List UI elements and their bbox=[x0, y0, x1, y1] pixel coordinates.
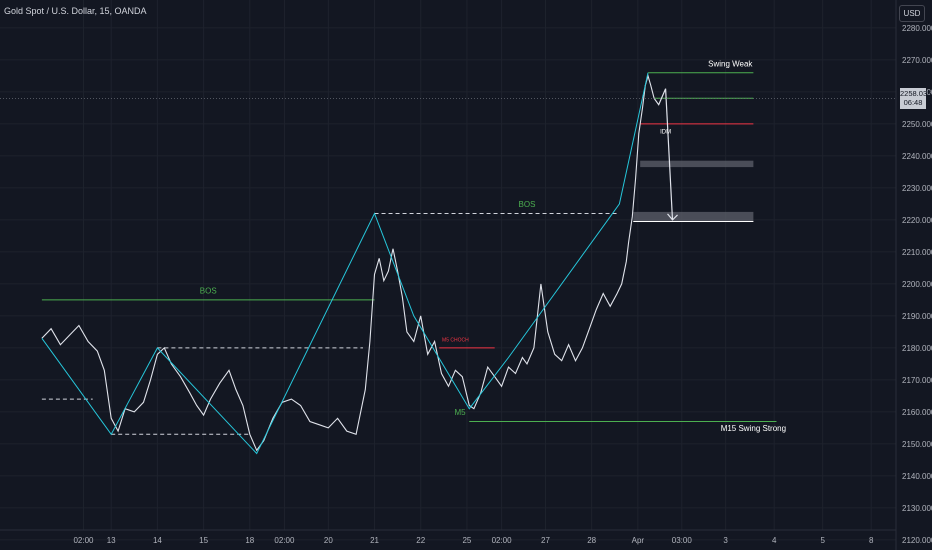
y-tick-label: 2270.000 bbox=[902, 56, 932, 65]
y-tick-label: 2140.000 bbox=[902, 472, 932, 481]
annotation-label: IDM bbox=[660, 130, 671, 136]
zone-box bbox=[633, 212, 753, 222]
x-tick-label: 28 bbox=[587, 536, 596, 545]
price-line bbox=[42, 76, 654, 450]
y-tick-label: 2120.000 bbox=[902, 536, 932, 545]
annotation-label: BOS bbox=[200, 287, 217, 296]
x-tick-label: 18 bbox=[245, 536, 254, 545]
x-tick-label: 21 bbox=[370, 536, 379, 545]
y-tick-label: 2180.000 bbox=[902, 344, 932, 353]
swing-zigzag bbox=[42, 73, 648, 454]
bar-countdown: 06:48 bbox=[900, 98, 926, 107]
x-tick-label: 3 bbox=[723, 536, 728, 545]
annotation-label: BOS bbox=[519, 200, 536, 209]
y-tick-label: 2160.000 bbox=[902, 408, 932, 417]
y-tick-label: 2150.000 bbox=[902, 440, 932, 449]
projection-path bbox=[654, 89, 672, 220]
x-tick-label: 4 bbox=[772, 536, 777, 545]
x-tick-label: 5 bbox=[820, 536, 825, 545]
x-tick-label: 22 bbox=[416, 536, 425, 545]
x-tick-label: 14 bbox=[153, 536, 162, 545]
x-tick-label: 15 bbox=[199, 536, 208, 545]
y-tick-label: 2280.000 bbox=[902, 24, 932, 33]
annotation-label: M5 bbox=[454, 408, 466, 417]
y-tick-label: 2250.000 bbox=[902, 120, 932, 129]
y-tick-label: 2200.000 bbox=[902, 280, 932, 289]
last-price: 2258.035 bbox=[900, 89, 926, 98]
x-tick-label: 13 bbox=[107, 536, 116, 545]
x-tick-label: 8 bbox=[869, 536, 874, 545]
annotation-label: Swing Weak bbox=[708, 59, 753, 68]
annotation-label: M5 CHOCH bbox=[442, 338, 469, 344]
y-tick-label: 2240.000 bbox=[902, 152, 932, 161]
y-tick-label: 2170.000 bbox=[902, 376, 932, 385]
symbol-title: Gold Spot / U.S. Dollar, 15, OANDA bbox=[4, 6, 147, 16]
y-tick-label: 2210.000 bbox=[902, 248, 932, 257]
y-tick-label: 2220.000 bbox=[902, 216, 932, 225]
last-price-tag: 2258.035 06:48 bbox=[900, 88, 926, 109]
x-tick-label: 25 bbox=[462, 536, 471, 545]
x-tick-label: 02:00 bbox=[73, 536, 94, 545]
x-tick-label: 03:00 bbox=[672, 536, 693, 545]
zone-box bbox=[640, 161, 753, 167]
x-tick-label: Apr bbox=[632, 536, 645, 545]
y-tick-label: 2130.000 bbox=[902, 504, 932, 513]
y-tick-label: 2190.000 bbox=[902, 312, 932, 321]
y-tick-label: 2230.000 bbox=[902, 184, 932, 193]
x-tick-label: 20 bbox=[324, 536, 333, 545]
currency-button[interactable]: USD bbox=[899, 5, 925, 22]
x-tick-label: 02:00 bbox=[492, 536, 513, 545]
x-tick-label: 27 bbox=[541, 536, 550, 545]
annotation-label: M15 Swing Strong bbox=[721, 424, 786, 433]
x-tick-label: 02:00 bbox=[274, 536, 295, 545]
